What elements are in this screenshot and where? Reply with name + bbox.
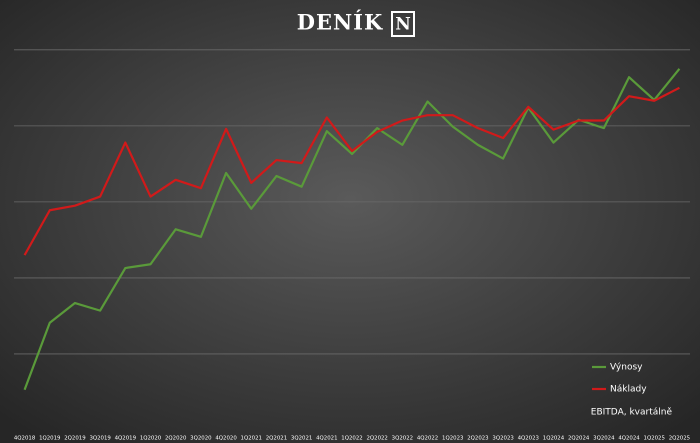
x-tick-label: 4Q2024	[618, 436, 640, 442]
x-tick-label: 2Q2021	[266, 436, 287, 442]
x-tick-label: 1Q2025	[644, 436, 665, 442]
x-tick-label: 4Q2021	[316, 436, 337, 442]
brand-box	[391, 11, 415, 37]
x-tick-label: 2Q2022	[366, 436, 387, 442]
x-tick-label: 3Q2020	[190, 436, 212, 442]
x-tick-label: 3Q2023	[492, 436, 513, 442]
x-tick-label: 3Q2024	[593, 436, 615, 442]
x-tick-label: 2Q2023	[467, 436, 488, 442]
x-tick-label: 1Q2023	[442, 436, 463, 442]
series-line	[23, 68, 681, 391]
x-tick-label: 3Q2019	[89, 436, 111, 442]
x-tick-label: 1Q2022	[341, 436, 362, 442]
x-tick-label: 4Q2023	[518, 436, 539, 442]
x-tick-label: 1Q2021	[241, 436, 262, 442]
x-tick-label: 2Q2020	[165, 436, 187, 442]
x-tick-label: 3Q2022	[392, 436, 413, 442]
series-line	[23, 86, 680, 256]
x-tick-label: 4Q2022	[417, 436, 438, 442]
annotation: EBITDA, kvartálně	[591, 408, 673, 418]
x-tick-label: 1Q2020	[140, 436, 162, 442]
x-tick-label: 3Q2021	[291, 436, 312, 442]
x-tick-label: 2Q2025	[669, 436, 690, 442]
brand-mark: N	[395, 15, 411, 35]
x-tick-label: 4Q2019	[115, 436, 137, 442]
chart-title: DENÍK	[297, 10, 384, 35]
x-tick-label: 1Q2019	[39, 436, 61, 442]
x-tick-label: 4Q2020	[215, 436, 237, 442]
x-tick-label: 2Q2024	[568, 436, 590, 442]
legend-label: Náklady	[610, 385, 647, 395]
x-tick-label: 1Q2024	[543, 436, 565, 442]
x-tick-label: 2Q2019	[64, 436, 86, 442]
x-tick-label: 4Q2018	[14, 436, 36, 442]
legend-label: Výnosy	[610, 363, 643, 373]
